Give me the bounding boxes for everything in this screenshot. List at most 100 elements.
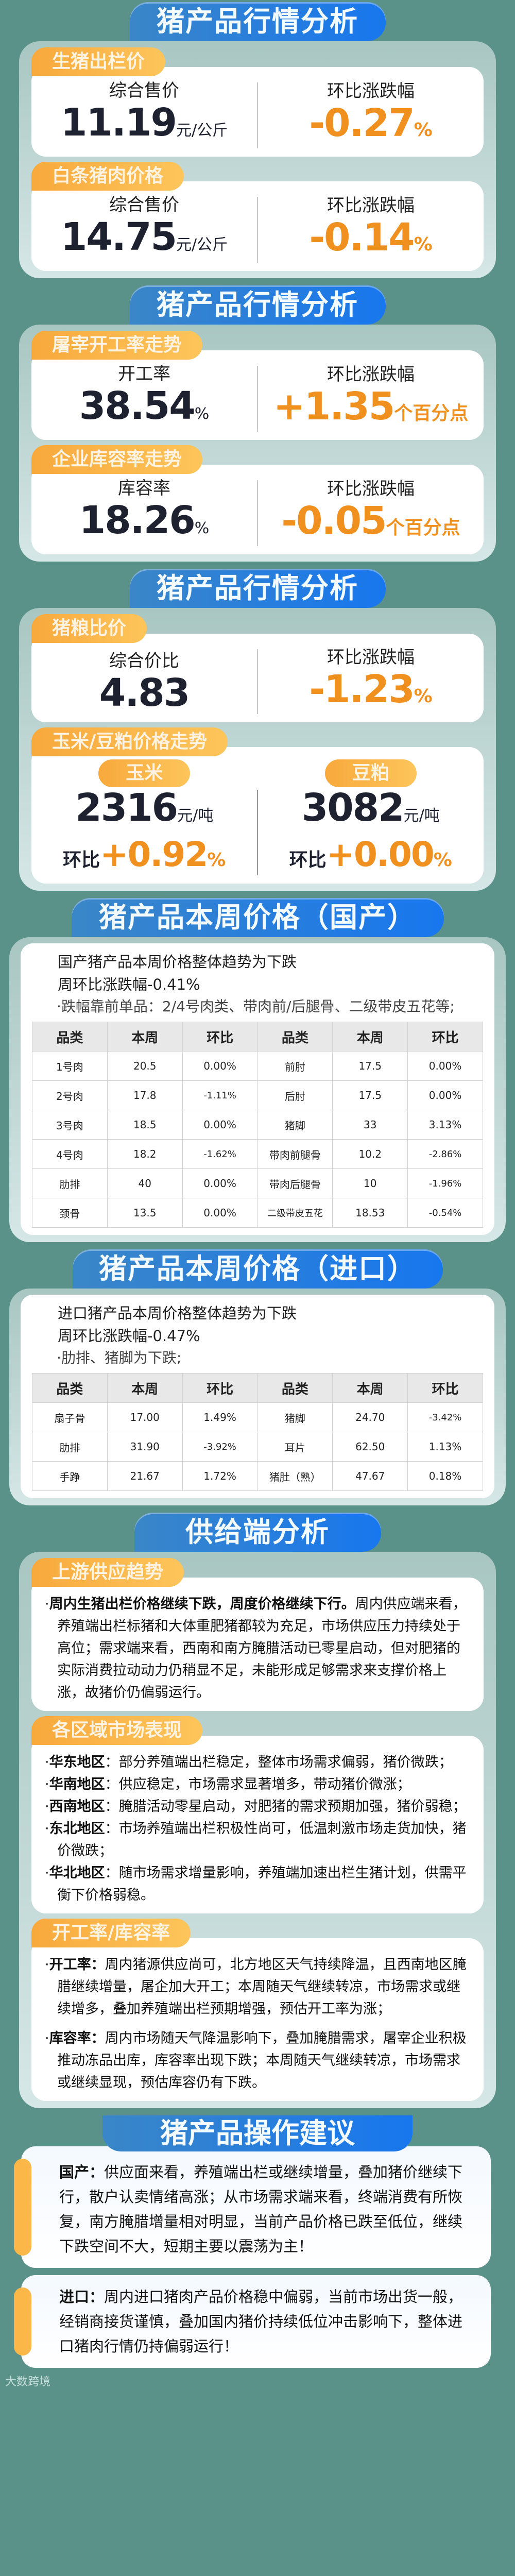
table-row: 3号肉 18.5 0.00% 猪脚 33 3.13%: [32, 1110, 483, 1140]
upstream-headline: 周内生猪出栏价格继续下跌，周度价格继续下行。: [49, 1596, 355, 1612]
table-cell: 10.2: [332, 1139, 408, 1169]
card-body: 综合售价 14.75元/公斤 环比涨跌幅 -0.14%: [31, 181, 484, 271]
table-cell: -1.62%: [182, 1139, 258, 1169]
regional-list: ·华东地区：部分养殖端出栏稳定，整体市场需求偏弱，猪价微跌； ·华南地区：供应稳定…: [31, 1736, 484, 1913]
column-header: 品类: [257, 1373, 333, 1403]
rate-item-title: 库容率：: [49, 2030, 105, 2046]
card-storage-rate: 企业库容率走势 库容率 18.26% 环比涨跌幅 -0.05个百分点: [31, 445, 484, 554]
table-cell: -3.92%: [182, 1432, 258, 1462]
table-cell: 10: [332, 1168, 408, 1198]
table-cell: 手踭: [32, 1461, 108, 1491]
rate-item-text: 周内猪源供应尚可，北方地区天气持续降温，且西南地区腌腊继续增量，屠企加大开工；本…: [57, 1957, 467, 2017]
rate-item-operating: ·开工率：周内猪源供应尚可，北方地区天气持续降温，且西南地区腌腊继续增量，屠企加…: [45, 1957, 467, 2017]
table-cell: 1.49%: [182, 1402, 258, 1432]
table-cell: 17.5: [332, 1080, 408, 1110]
table-cell: 17.5: [332, 1051, 408, 1081]
tab-hog-price: 生猪出栏价: [31, 47, 166, 76]
table-cell: 扇子骨: [32, 1402, 108, 1432]
region-text: ：部分养殖端出栏稳定，整体市场需求偏弱，猪价微跌；: [105, 1754, 453, 1770]
card-advice-imported: 进口：周内进口猪肉产品价格稳中偏弱，当前市场出货一般，经销商接货谨慎，叠加国内猪…: [14, 2275, 491, 2368]
value-number: 14.75: [60, 215, 177, 259]
table-cell: 1.13%: [407, 1432, 483, 1462]
spacer: [45, 2020, 472, 2027]
section-banner-advice: 猪产品操作建议: [102, 2115, 413, 2151]
change-unit: 个百分点: [386, 517, 460, 538]
divider: [257, 197, 258, 263]
value-unit: %: [194, 519, 210, 537]
column-header: 品类: [32, 1373, 108, 1403]
card-advice-domestic: 国产：供应面来看，养殖端出栏或继续增量，叠加猪价继续下行，散户认卖情绪高涨；从市…: [14, 2146, 491, 2268]
value-unit: 元/公斤: [176, 122, 228, 140]
section-banner-domestic-prices: 猪产品本周价格（国产）: [71, 898, 444, 937]
change-label: 环比: [63, 850, 100, 871]
card-rates: 开工率/库容率 ·开工率：周内猪源供应尚可，北方地区天气持续降温，且西南地区腌腊…: [31, 1919, 484, 2101]
change-unit: %: [433, 850, 452, 871]
change-unit: %: [207, 850, 226, 871]
value-corn-price: 2316元/吨: [31, 787, 258, 837]
label-ratio: 综合价比: [109, 651, 179, 671]
table-cell: 二级带皮五花: [257, 1198, 333, 1228]
value-storage-change: -0.05个百分点: [258, 500, 484, 549]
table-header-row: 品类 本周 环比 品类 本周 环比: [32, 1022, 483, 1052]
card-slaughter-rate: 屠宰开工率走势 开工率 38.54% 环比涨跌幅 +1.35个百分点: [31, 331, 484, 440]
upstream-body: 周内供应端来看，养殖端出栏标猪和大体重肥猪都较为充足，市场供应压力持续处于高位；…: [57, 1596, 467, 1701]
value-soymeal-change: 环比+0.00%: [258, 837, 484, 878]
table-cell: 猪脚: [257, 1402, 333, 1432]
table-row: 扇子骨 17.00 1.49% 猪脚 24.70 -3.42%: [32, 1402, 483, 1432]
table-cell: 0.00%: [407, 1051, 483, 1081]
column-soymeal: 豆粕 3082元/吨 环比+0.00%: [258, 759, 484, 878]
tab-slaughter-rate: 屠宰开工率走势: [31, 331, 203, 360]
pill-corn: 玉米: [98, 759, 191, 787]
tab-storage-rate: 企业库容率走势: [31, 445, 203, 474]
card-body: ·周内生猪出栏价格继续下跌，周度价格继续下行。周内供应端来看，养殖端出栏标猪和大…: [31, 1578, 484, 1711]
region-text: ：随市场需求增量影响，养殖端加速出栏生猪计划，供需平衡下价格弱稳。: [57, 1865, 467, 1903]
value-corn-change: 环比+0.92%: [31, 837, 258, 878]
panel-imported-prices: 进口猪产品本周价格整体趋势为下跌 周环比涨跌幅-0.47% ·肋排、猪脚为下跌;…: [9, 1289, 506, 1505]
table-cell: -2.86%: [407, 1139, 483, 1169]
table-cell: 1号肉: [32, 1051, 108, 1081]
table-cell: 18.5: [107, 1110, 183, 1140]
change-number: -0.14: [309, 215, 415, 260]
upstream-text: ·周内生猪出栏价格继续下跌，周度价格继续下行。周内供应端来看，养殖端出栏标猪和大…: [45, 1596, 467, 1701]
region-text: ：腌腊活动零星启动，对肥猪的需求预期加强，猪价弱稳；: [105, 1799, 467, 1815]
card-body: 玉米 2316元/吨 环比+0.92% 豆粕 3082元/吨 环比+0.00%: [31, 747, 484, 884]
panel-market-analysis-1: 生猪出栏价 综合售价 11.19元/公斤 环比涨跌幅 -0.27% 白条猪肉价格…: [19, 41, 496, 278]
panel-domestic-prices: 国产猪产品本周价格整体趋势为下跌 周环比涨跌幅-0.41% ·跌幅靠前单品：2/…: [9, 937, 506, 1242]
card-domestic-prices: 国产猪产品本周价格整体趋势为下跌 周环比涨跌幅-0.41% ·跌幅靠前单品：2/…: [21, 943, 494, 1235]
table-cell: 3号肉: [32, 1110, 108, 1140]
card-body: 综合价比 4.83 环比涨跌幅 -1.23%: [31, 634, 484, 722]
table-cell: 0.00%: [407, 1080, 483, 1110]
value-storage-rate: 18.26%: [31, 500, 257, 549]
table-row: 肋排 31.90 -3.92% 耳片 62.50 1.13%: [32, 1432, 483, 1462]
table-cell: 62.50: [332, 1432, 408, 1462]
table-cell: 颈骨: [32, 1198, 108, 1228]
table-cell: 1.72%: [182, 1461, 258, 1491]
table-cell: 耳片: [257, 1432, 333, 1462]
column-price: 综合售价 14.75元/公斤: [31, 194, 257, 266]
tab-hog-grain-ratio: 猪粮比价: [31, 614, 147, 643]
column-header: 本周: [107, 1022, 183, 1052]
advice-label: 国产：: [59, 2163, 105, 2181]
watermark-logo: 大数跨境: [5, 2376, 51, 2388]
imported-summary-line2: 周环比涨跌幅-0.47%: [58, 1327, 200, 1345]
region-name: 华东地区: [49, 1754, 105, 1770]
value-number: 38.54: [79, 384, 196, 428]
table-row: 颈骨 13.5 0.00% 二级带皮五花 18.53 -0.54%: [32, 1198, 483, 1228]
table-cell: 31.90: [107, 1432, 183, 1462]
change-number: +1.35: [273, 384, 396, 429]
value-carcass-change: -0.14%: [258, 217, 484, 265]
value-number: 18.26: [79, 498, 196, 543]
advice-domestic-text: 国产：供应面来看，养殖端出栏或继续增量，叠加猪价继续下行，散户认卖情绪高涨；从市…: [59, 2160, 472, 2259]
table-cell: 13.5: [107, 1198, 183, 1228]
table-cell: 0.00%: [182, 1110, 258, 1140]
divider: [257, 480, 258, 546]
change-unit: 个百分点: [394, 403, 469, 424]
label-storage-change: 环比涨跌幅: [327, 479, 415, 499]
region-item: ·华北地区：随市场需求增量影响，养殖端加速出栏生猪计划，供需平衡下价格弱稳。: [45, 1865, 467, 1903]
region-item: ·西南地区：腌腊活动零星启动，对肥猪的需求预期加强，猪价弱稳；: [45, 1799, 467, 1815]
table-cell: 20.5: [107, 1051, 183, 1081]
table-cell: 33: [332, 1110, 408, 1140]
imported-bullet: ·肋排、猪脚为下跌;: [57, 1349, 182, 1366]
label-storage-rate: 库容率: [118, 478, 170, 499]
section-banner-imported-prices: 猪产品本周价格（进口）: [72, 1249, 443, 1289]
